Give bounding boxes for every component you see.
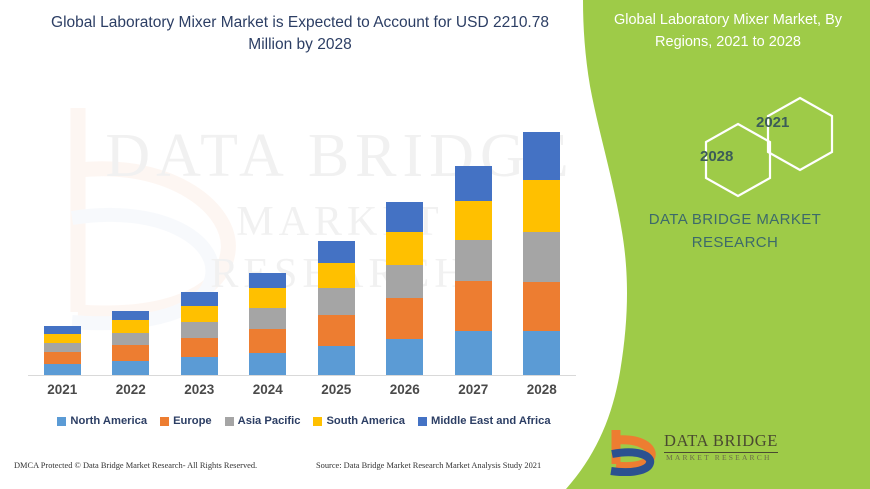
x-axis-label: 2025: [321, 382, 352, 397]
bar-segment: [386, 338, 424, 375]
legend-item[interactable]: Asia Pacific: [224, 415, 301, 427]
x-axis-label: 2022: [115, 382, 146, 397]
bar-segment: [454, 281, 492, 331]
panel-title: Global Laboratory Mixer Market, By Regio…: [613, 12, 843, 50]
legend-swatch-icon: [57, 416, 67, 426]
bar-segment: [43, 333, 81, 344]
bar-segment: [180, 337, 218, 358]
bar-segment: [43, 364, 81, 375]
bar-segment: [43, 325, 81, 334]
x-axis-label: 2023: [184, 382, 215, 397]
bar-segment: [386, 232, 424, 265]
hexagon-2021-icon: [766, 96, 834, 172]
chart-title: Global Laboratory Mixer Market is Expect…: [51, 14, 549, 54]
databridge-logo-icon: [610, 430, 656, 477]
chart-plot-area: [28, 96, 576, 376]
databridge-logo-subtitle: MARKET RESEARCH: [666, 453, 772, 462]
bar-segment: [523, 282, 561, 331]
footer-source: Source: Data Bridge Market Research Mark…: [316, 461, 542, 470]
bars-container: [28, 99, 576, 375]
legend-swatch-icon: [418, 416, 427, 426]
x-axis-label: 2026: [389, 382, 420, 397]
bar-segment: [523, 232, 561, 283]
legend-label: South America: [326, 415, 405, 427]
bar-segment: [454, 200, 492, 240]
bar-segment: [317, 288, 355, 315]
bar-column: [171, 292, 227, 375]
hexagon-2028-icon: [704, 122, 772, 198]
bar-segment: [249, 288, 287, 308]
x-axis-label: 2024: [252, 382, 283, 397]
bar-segment: [523, 131, 561, 180]
bar-segment: [386, 201, 424, 233]
panel-brand-name: DATA BRIDGE MARKET RESEARCH: [648, 211, 822, 252]
bar-column: [240, 272, 296, 375]
x-axis-label: 2027: [458, 382, 489, 397]
bar-column: [445, 166, 501, 375]
bar-segment: [180, 357, 218, 375]
bar-segment: [43, 343, 81, 353]
chart-legend: North America Europe Asia Pacific South Ame…: [28, 415, 580, 427]
bar-segment: [180, 321, 218, 338]
legend-swatch-icon: [160, 416, 170, 426]
legend-label: Europe: [173, 415, 212, 427]
legend-item[interactable]: South America: [313, 415, 405, 427]
databridge-logo-word: DATA BRIDGE: [664, 431, 778, 453]
bar-segment: [43, 352, 81, 365]
bar-segment: [180, 306, 218, 322]
legend-label: Middle East and Africa: [431, 415, 551, 427]
bar-column: [34, 325, 90, 375]
bar-column: [308, 240, 364, 375]
bar-segment: [386, 264, 424, 299]
bar-segment: [112, 345, 150, 362]
bar-segment: [317, 314, 355, 347]
bar-segment: [112, 361, 150, 375]
bar-segment: [249, 328, 287, 354]
legend-item[interactable]: Middle East and Africa: [418, 415, 551, 427]
hexagon-group: 2021 2028: [660, 92, 860, 202]
bar-segment: [112, 332, 150, 346]
hexagon-2028-label: 2028: [700, 148, 734, 165]
x-axis-label: 2028: [526, 382, 557, 397]
bar-segment: [523, 330, 561, 375]
bar-segment: [317, 240, 355, 263]
bar-segment: [112, 310, 150, 320]
hexagon-2021-label: 2021: [756, 114, 790, 131]
legend-label: Asia Pacific: [237, 415, 301, 427]
bar-segment: [249, 353, 287, 375]
x-axis-line: [28, 375, 576, 376]
x-axis-labels: 2021 2022 2023 2024 2025 2026 2027 2028: [28, 382, 576, 397]
databridge-logo: DATA BRIDGE MARKET RESEARCH: [608, 428, 848, 478]
legend-swatch-icon: [224, 416, 234, 426]
bar-segment: [317, 346, 355, 375]
bar-column: [377, 201, 433, 375]
bar-segment: [249, 272, 287, 289]
bar-column: [514, 131, 570, 375]
x-axis-label: 2021: [47, 382, 78, 397]
legend-item[interactable]: Europe: [160, 415, 212, 427]
bar-segment: [523, 179, 561, 233]
legend-item[interactable]: North America: [57, 415, 147, 427]
footer-copyright: DMCA Protected © Data Bridge Market Rese…: [14, 461, 258, 470]
bar-segment: [317, 262, 355, 289]
bar-column: [103, 310, 159, 375]
bar-segment: [386, 298, 424, 339]
bar-segment: [112, 319, 150, 333]
bar-segment: [454, 239, 492, 282]
bar-segment: [180, 292, 218, 307]
bar-segment: [249, 308, 287, 329]
legend-label: North America: [70, 415, 148, 427]
legend-swatch-icon: [313, 416, 323, 426]
bar-segment: [454, 166, 492, 201]
bar-segment: [454, 330, 492, 375]
